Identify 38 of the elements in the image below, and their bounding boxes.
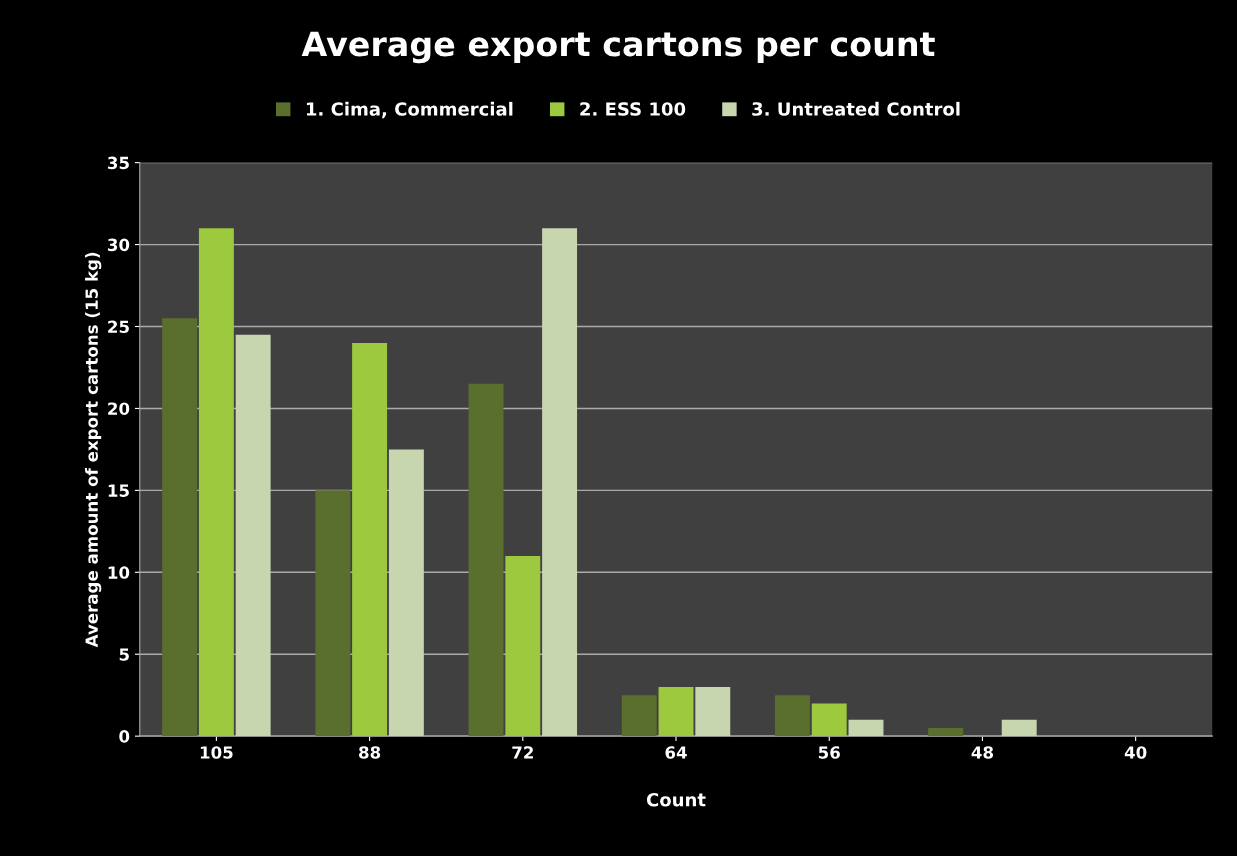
x-tick-label: 56 [818, 746, 840, 759]
x-tick-label: 105 [200, 746, 233, 759]
bar [542, 228, 578, 737]
y-tick-label: 0 [119, 730, 130, 743]
x-tick-label: 48 [971, 746, 994, 759]
bar [848, 719, 884, 737]
bar [388, 449, 424, 737]
bar [352, 342, 388, 737]
bar [928, 727, 964, 737]
bar [1001, 719, 1037, 737]
bar [774, 695, 810, 737]
y-tick-label: 5 [119, 648, 129, 661]
y-axis-title: Average amount of export cartons (15 kg) [85, 252, 102, 648]
x-tick-label: 72 [512, 746, 533, 759]
x-tick-label: 40 [1124, 746, 1147, 759]
bar [315, 490, 351, 737]
bar [695, 687, 731, 737]
bar [468, 383, 504, 737]
y-tick-label: 10 [108, 566, 130, 579]
bar [198, 228, 234, 737]
legend-label: 3. Untreated Control [752, 101, 960, 116]
y-tick-label: 30 [107, 238, 130, 252]
legend-label: 2. ESS 100 [580, 102, 686, 116]
x-axis-title: Count [646, 792, 706, 807]
bar [235, 334, 271, 737]
bar [658, 687, 694, 737]
chart-title: Average export cartons per count [301, 31, 935, 64]
legend-label: 1. Cima, Commercial [306, 101, 513, 119]
bar [621, 695, 657, 737]
bar [162, 318, 198, 737]
y-tick-label: 35 [107, 156, 129, 170]
y-tick-label: 15 [108, 484, 129, 497]
x-tick-label: 88 [359, 746, 381, 759]
bar [811, 703, 847, 737]
x-tick-label: 64 [665, 746, 687, 759]
bar [505, 555, 541, 737]
y-tick-label: 20 [108, 402, 130, 415]
y-tick-label: 25 [108, 320, 129, 334]
